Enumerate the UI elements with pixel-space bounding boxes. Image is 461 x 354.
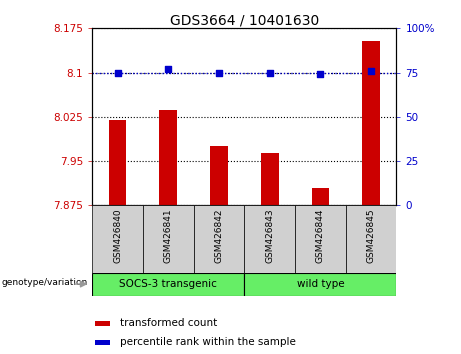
Text: GSM426842: GSM426842 (214, 209, 224, 263)
Bar (92, 273, 244, 296)
Bar (95, 340, 111, 346)
Bar (244, 273, 396, 296)
Bar (312, 188, 329, 205)
Bar (194, 205, 244, 273)
Text: GSM426843: GSM426843 (265, 208, 274, 263)
Bar (244, 205, 295, 273)
Bar (109, 120, 126, 205)
Text: SOCS-3 transgenic: SOCS-3 transgenic (119, 279, 217, 289)
Point (367, 68, 375, 74)
Bar (143, 205, 194, 273)
Text: percentile rank within the sample: percentile rank within the sample (119, 337, 296, 347)
Bar (346, 205, 396, 273)
Bar (295, 205, 346, 273)
Bar (362, 41, 380, 205)
Text: GSM426840: GSM426840 (113, 208, 122, 263)
Title: GDS3664 / 10401630: GDS3664 / 10401630 (170, 13, 319, 27)
Bar (95, 320, 111, 326)
Bar (261, 153, 278, 205)
Point (114, 70, 121, 75)
Text: wild type: wild type (296, 279, 344, 289)
Bar (92, 205, 143, 273)
Point (317, 72, 324, 77)
Text: GSM426844: GSM426844 (316, 209, 325, 263)
Bar (210, 146, 228, 205)
Point (215, 70, 223, 75)
Text: genotype/variation: genotype/variation (2, 279, 88, 287)
Text: GSM426845: GSM426845 (366, 208, 376, 263)
Text: GSM426841: GSM426841 (164, 208, 173, 263)
Text: transformed count: transformed count (119, 318, 217, 328)
Bar (160, 110, 177, 205)
Point (266, 70, 273, 75)
Point (165, 66, 172, 72)
